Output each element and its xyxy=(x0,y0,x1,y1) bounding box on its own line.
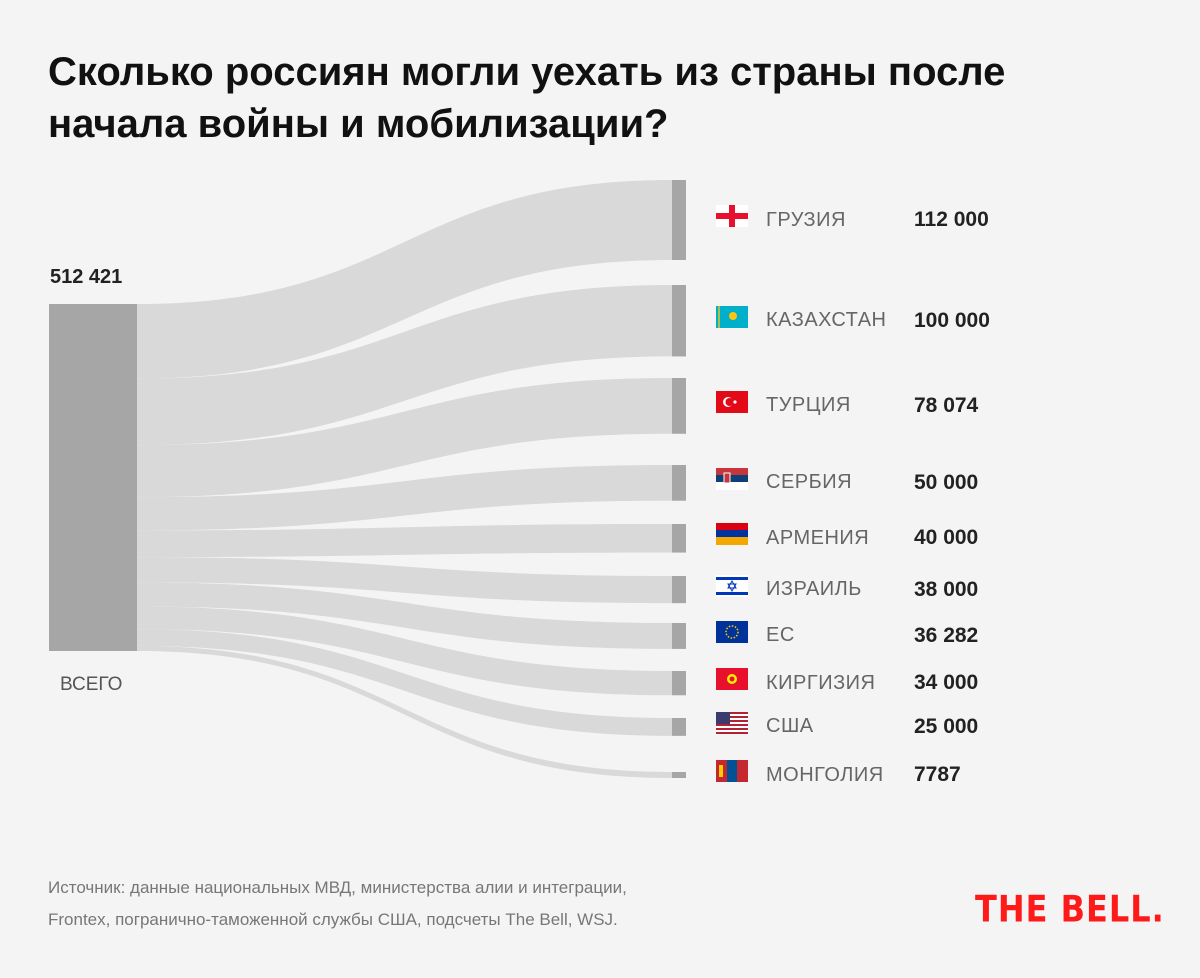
source-line-2: Frontex, погранично-таможенной службы СШ… xyxy=(48,910,618,929)
country-label: США xyxy=(766,715,814,738)
target-node-israel xyxy=(672,576,686,604)
georgia-flag-icon xyxy=(716,205,748,231)
legend-row: АРМЕНИЯ 40 000 xyxy=(716,523,978,553)
country-value: 112 000 xyxy=(914,208,989,231)
the-bell-logo: THE BELL. xyxy=(975,887,1165,931)
country-label: АРМЕНИЯ xyxy=(766,526,870,549)
country-label: СЕРБИЯ xyxy=(766,471,853,494)
country-label: ТУРЦИЯ xyxy=(766,394,851,417)
eu-flag-icon xyxy=(716,620,748,647)
country-value: 78 074 xyxy=(914,393,979,417)
target-node-kyrgyzstan xyxy=(672,671,686,696)
chart-title: Сколько россиян могли уехать из страны п… xyxy=(48,50,1006,146)
flow-mongolia xyxy=(137,645,672,778)
flow-turkey xyxy=(137,378,672,498)
country-value: 25 000 xyxy=(914,714,979,738)
flow-kazakhstan xyxy=(137,285,672,446)
legend-row: ИЗРАИЛЬ 38 000 xyxy=(716,574,979,605)
flow-eu xyxy=(137,582,672,649)
serbia-flag-icon xyxy=(716,467,748,494)
target-node-serbia xyxy=(672,465,686,501)
legend-row: США 25 000 xyxy=(716,711,979,742)
legend-row: КИРГИЗИЯ 34 000 xyxy=(716,668,978,698)
country-value: 50 000 xyxy=(914,470,979,494)
source-node-label: ВСЕГО xyxy=(60,674,123,695)
country-value: 100 000 xyxy=(914,308,990,332)
source-note: Источник: данные национальных МВД, минис… xyxy=(48,872,627,936)
target-node-armenia xyxy=(672,524,686,553)
flow-israel xyxy=(137,557,672,604)
flow-kyrgyzstan xyxy=(137,606,672,696)
target-node-mongolia xyxy=(672,772,686,778)
country-label: ИЗРАИЛЬ xyxy=(766,578,862,601)
target-node-eu xyxy=(672,623,686,649)
target-node-turkey xyxy=(672,378,686,434)
total-value-label: 512 421 xyxy=(50,266,123,288)
source-node xyxy=(49,304,137,651)
country-label: ЕС xyxy=(766,624,795,647)
armenia-flag-icon xyxy=(716,523,748,549)
flow-georgia xyxy=(137,180,672,379)
legend-row: МОНГОЛИЯ 7787 xyxy=(716,760,961,790)
target-node-kazakhstan xyxy=(672,285,686,357)
country-label: ГРУЗИЯ xyxy=(766,208,846,231)
country-label: МОНГОЛИЯ xyxy=(766,763,884,786)
israel-flag-icon xyxy=(716,574,748,601)
flow-usa xyxy=(137,629,672,736)
legend-row: ГРУЗИЯ 112 000 xyxy=(716,205,989,235)
legend-row: СЕРБИЯ 50 000 xyxy=(716,467,979,498)
flow-armenia xyxy=(137,524,672,558)
legend-row: ТУРЦИЯ 78 074 xyxy=(716,390,979,421)
usa-flag-icon xyxy=(716,711,748,738)
mongolia-flag-icon xyxy=(716,760,748,786)
target-node-georgia xyxy=(672,180,686,260)
country-value: 40 000 xyxy=(914,526,979,550)
country-value: 34 000 xyxy=(914,671,979,695)
country-value: 36 282 xyxy=(914,623,979,647)
legend-row: ЕС 36 282 xyxy=(716,620,979,651)
country-value: 38 000 xyxy=(914,577,979,601)
kazakhstan-flag-icon xyxy=(716,305,748,332)
turkey-flag-icon xyxy=(716,390,748,417)
source-line-1: Источник: данные национальных МВД, минис… xyxy=(48,878,627,897)
country-label: КИРГИЗИЯ xyxy=(766,671,876,694)
flow-serbia xyxy=(137,465,672,531)
legend-row: КАЗАХСТАН 100 000 xyxy=(716,305,990,336)
kyrgyzstan-flag-icon xyxy=(716,668,748,694)
country-value: 7787 xyxy=(914,763,961,786)
target-node-usa xyxy=(672,718,686,736)
country-label: КАЗАХСТАН xyxy=(766,309,887,332)
